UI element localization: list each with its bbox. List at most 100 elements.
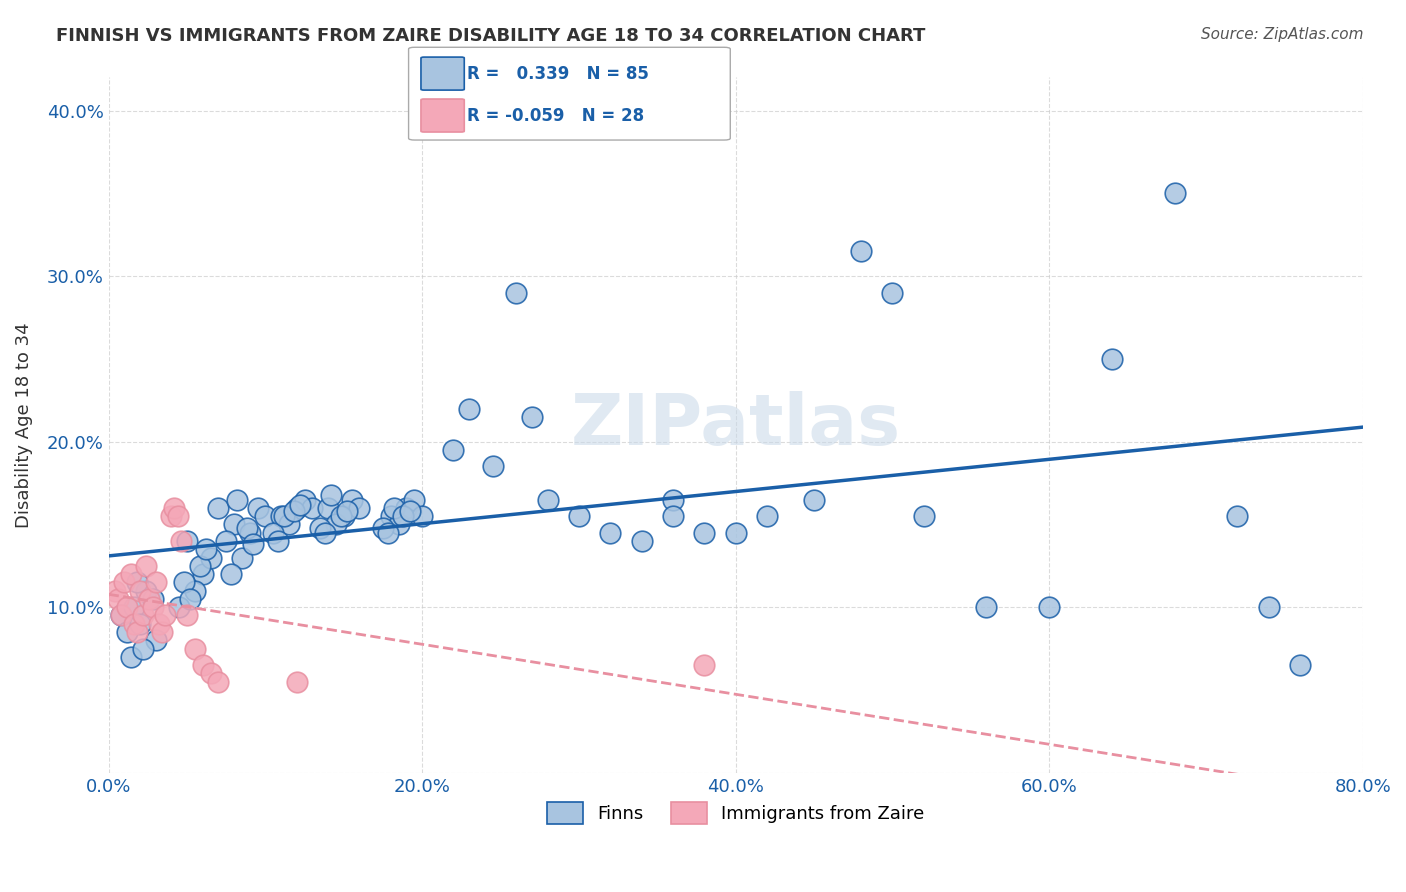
Point	[316, 500, 339, 515]
Point	[112, 575, 135, 590]
Point	[314, 525, 336, 540]
Point	[122, 616, 145, 631]
Y-axis label: Disability Age 18 to 34: Disability Age 18 to 34	[15, 322, 32, 528]
Point	[382, 500, 405, 515]
Point	[976, 600, 998, 615]
Point	[120, 649, 142, 664]
Point	[153, 608, 176, 623]
Point	[145, 633, 167, 648]
Point	[179, 591, 201, 606]
Point	[176, 608, 198, 623]
Point	[191, 567, 214, 582]
Point	[285, 674, 308, 689]
Point	[458, 401, 481, 416]
Point	[235, 521, 257, 535]
Point	[110, 608, 132, 623]
Point	[226, 492, 249, 507]
Point	[132, 641, 155, 656]
Point	[693, 658, 716, 673]
Point	[148, 616, 170, 631]
Point	[184, 583, 207, 598]
Point	[321, 488, 343, 502]
Point	[336, 504, 359, 518]
Point	[107, 591, 129, 606]
Point	[135, 583, 157, 598]
Point	[662, 509, 685, 524]
Point	[138, 591, 160, 606]
Point	[125, 575, 148, 590]
Point	[724, 525, 747, 540]
Point	[392, 509, 415, 524]
Point	[395, 500, 418, 515]
Point	[371, 521, 394, 535]
Point	[1257, 600, 1279, 615]
FancyBboxPatch shape	[420, 99, 464, 132]
Point	[849, 244, 872, 259]
Point	[222, 517, 245, 532]
Point	[301, 500, 323, 515]
Point	[693, 525, 716, 540]
Point	[207, 674, 229, 689]
Point	[1289, 658, 1312, 673]
Point	[329, 509, 352, 524]
Point	[277, 517, 299, 532]
Point	[184, 641, 207, 656]
Point	[1101, 351, 1123, 366]
Point	[505, 285, 527, 300]
Point	[215, 533, 238, 548]
Point	[207, 500, 229, 515]
Point	[239, 525, 262, 540]
Text: Source: ZipAtlas.com: Source: ZipAtlas.com	[1201, 27, 1364, 42]
Point	[166, 509, 188, 524]
Point	[132, 608, 155, 623]
Point	[912, 509, 935, 524]
Point	[1038, 600, 1060, 615]
Point	[325, 517, 347, 532]
Point	[135, 558, 157, 573]
Point	[117, 625, 139, 640]
Point	[125, 625, 148, 640]
Point	[630, 533, 652, 548]
Point	[443, 442, 465, 457]
Point	[270, 509, 292, 524]
FancyBboxPatch shape	[420, 57, 464, 90]
Point	[163, 500, 186, 515]
Point	[599, 525, 621, 540]
Point	[141, 591, 163, 606]
Point	[129, 583, 152, 598]
Point	[141, 600, 163, 615]
Point	[309, 521, 332, 535]
Point	[1163, 186, 1185, 201]
Point	[536, 492, 558, 507]
Point	[219, 567, 242, 582]
Point	[267, 533, 290, 548]
Point	[176, 533, 198, 548]
Point	[285, 500, 308, 515]
Point	[332, 509, 354, 524]
Point	[262, 525, 284, 540]
Point	[349, 500, 371, 515]
Text: R = -0.059   N = 28: R = -0.059 N = 28	[467, 106, 644, 125]
Point	[803, 492, 825, 507]
Point	[294, 492, 316, 507]
Point	[568, 509, 591, 524]
Point	[194, 542, 217, 557]
Point	[254, 509, 277, 524]
Point	[188, 558, 211, 573]
Point	[173, 575, 195, 590]
Point	[200, 666, 222, 681]
Point	[377, 525, 399, 540]
Point	[117, 600, 139, 615]
Text: ZIPatlas: ZIPatlas	[571, 391, 901, 459]
Point	[1226, 509, 1249, 524]
Point	[170, 533, 193, 548]
Point	[283, 504, 305, 518]
Point	[191, 658, 214, 673]
Point	[246, 500, 269, 515]
Point	[120, 567, 142, 582]
Point	[145, 575, 167, 590]
Point	[288, 498, 311, 512]
Point	[167, 600, 190, 615]
Point	[200, 550, 222, 565]
Point	[756, 509, 779, 524]
